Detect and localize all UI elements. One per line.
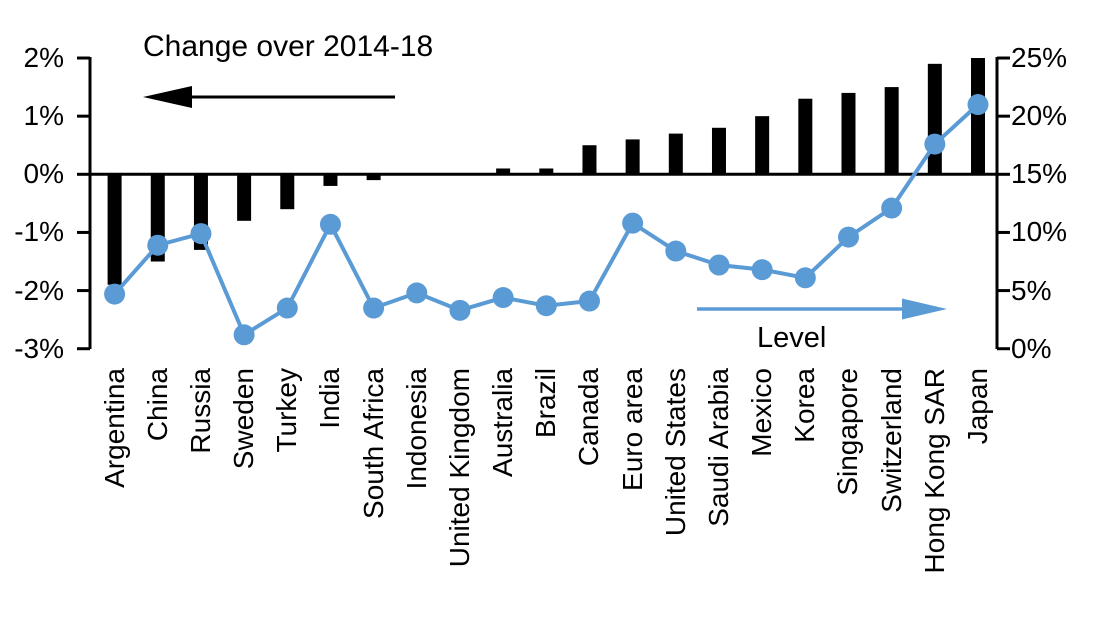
category-label: South Africa (357, 368, 389, 519)
level-arrow-head (902, 298, 947, 320)
category-label: Brazil (530, 368, 562, 439)
left-axis-tick-label: 0% (23, 158, 64, 190)
category-label: Hong Kong SAR (918, 368, 950, 574)
change-bar (711, 127, 726, 175)
change-bar (884, 87, 899, 175)
change-arrow-head (143, 86, 192, 108)
level-marker (492, 287, 514, 309)
level-marker (665, 240, 687, 262)
right-axis-tick-label: 20% (1011, 100, 1068, 132)
level-marker (881, 197, 903, 219)
category-label: Saudi Arabia (702, 368, 734, 527)
right-axis-tick-label: 15% (1011, 158, 1068, 190)
level-marker (406, 282, 428, 304)
left-axis-tick-label: 1% (23, 100, 64, 132)
change-bar (323, 174, 338, 186)
change-bar (237, 174, 252, 221)
level-marker (751, 259, 773, 281)
level-marker (708, 254, 730, 276)
category-label: Singapore (832, 368, 864, 496)
level-marker (276, 297, 298, 319)
category-label: Russia (184, 368, 216, 454)
category-label: China (141, 368, 173, 442)
level-marker (319, 213, 341, 235)
category-label: India (314, 368, 346, 429)
left-axis-tick-label: -3% (14, 332, 64, 364)
left-series-title: Change over 2014-18 (143, 30, 434, 63)
level-marker (233, 324, 255, 346)
change-bar (107, 174, 122, 285)
change-bar (496, 168, 511, 175)
level-marker (535, 295, 557, 317)
category-label: Sweden (228, 368, 260, 470)
change-bar (668, 133, 683, 175)
left-axis-tick-label: -1% (14, 216, 64, 248)
category-label: United States (659, 368, 691, 537)
category-label: Japan (962, 368, 993, 445)
change-bar (755, 116, 770, 175)
category-label: Indonesia (400, 368, 432, 490)
level-marker (924, 133, 946, 155)
level-marker (104, 283, 126, 305)
change-bar (366, 174, 381, 181)
level-marker (578, 290, 600, 312)
level-marker (967, 94, 989, 116)
category-label: Switzerland (875, 368, 907, 513)
level-marker (837, 226, 859, 248)
change-bar (280, 174, 295, 210)
category-label: Australia (487, 368, 519, 477)
change-bar (539, 168, 554, 175)
right-axis-tick-label: 10% (1011, 216, 1068, 248)
level-marker (794, 267, 816, 289)
level-marker (363, 297, 385, 319)
right-axis-tick-label: 0% (1011, 332, 1052, 364)
level-marker (622, 212, 644, 234)
category-label: Euro area (616, 368, 648, 491)
left-axis-tick-label: 2% (23, 42, 64, 74)
change-bar (625, 139, 640, 175)
category-label: Mexico (746, 368, 778, 457)
category-label: Turkey (271, 368, 303, 453)
category-label: Argentina (98, 368, 130, 488)
change-bar (582, 145, 597, 175)
level-marker (147, 234, 169, 256)
change-bar (841, 92, 856, 175)
left-axis-tick-label: -2% (14, 274, 64, 306)
category-label: Canada (573, 368, 605, 467)
right-axis-tick-label: 5% (1011, 274, 1052, 306)
change-bar (798, 98, 813, 175)
right-axis-tick-label: 25% (1011, 42, 1068, 74)
right-series-label: Level (757, 322, 827, 354)
category-label: Korea (789, 368, 821, 443)
category-label: United Kingdom (443, 368, 475, 568)
change-bar (971, 58, 985, 175)
level-marker (190, 223, 212, 245)
level-marker (449, 299, 471, 321)
change-bar (927, 63, 942, 175)
